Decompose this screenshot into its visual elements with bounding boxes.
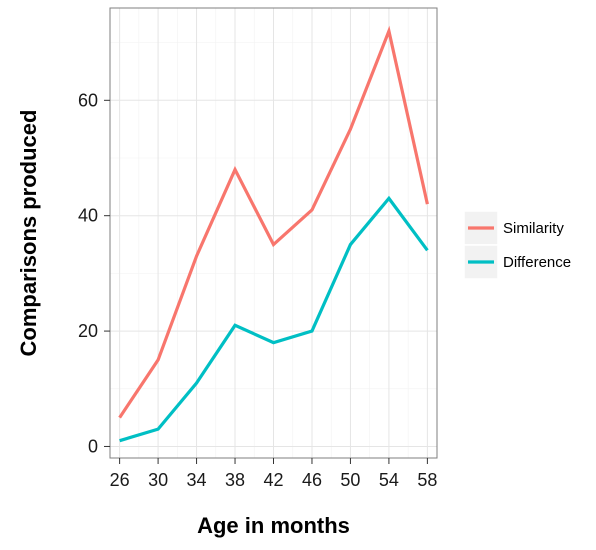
x-tick-label: 50 — [340, 470, 360, 490]
series-lines — [118, 25, 429, 443]
y-tick-label: 60 — [78, 90, 98, 110]
y-tick-label: 20 — [78, 321, 98, 341]
x-tick-label: 30 — [148, 470, 168, 490]
series-line-difference — [119, 195, 429, 443]
series-line-similarity — [118, 25, 429, 419]
grid-major — [110, 8, 437, 458]
x-tick-label: 34 — [187, 470, 207, 490]
y-axis: 0 20 40 60 — [78, 90, 110, 456]
y-tick-label: 40 — [78, 206, 98, 226]
y-tick-label: 0 — [88, 436, 98, 456]
legend-label: Difference — [503, 254, 571, 271]
x-tick-label: 26 — [110, 470, 130, 490]
x-tick-label: 46 — [302, 470, 322, 490]
x-tick-label: 58 — [417, 470, 437, 490]
x-tick-label: 54 — [379, 470, 399, 490]
x-axis: 26 30 34 38 42 46 50 54 58 — [110, 458, 437, 490]
x-tick-label: 38 — [225, 470, 245, 490]
x-axis-title: Age in months — [197, 513, 350, 538]
x-tick-label: 42 — [263, 470, 283, 490]
y-axis-title: Comparisons produced — [16, 110, 41, 357]
legend: Similarity Difference — [463, 210, 571, 280]
legend-label: Similarity — [503, 220, 564, 237]
